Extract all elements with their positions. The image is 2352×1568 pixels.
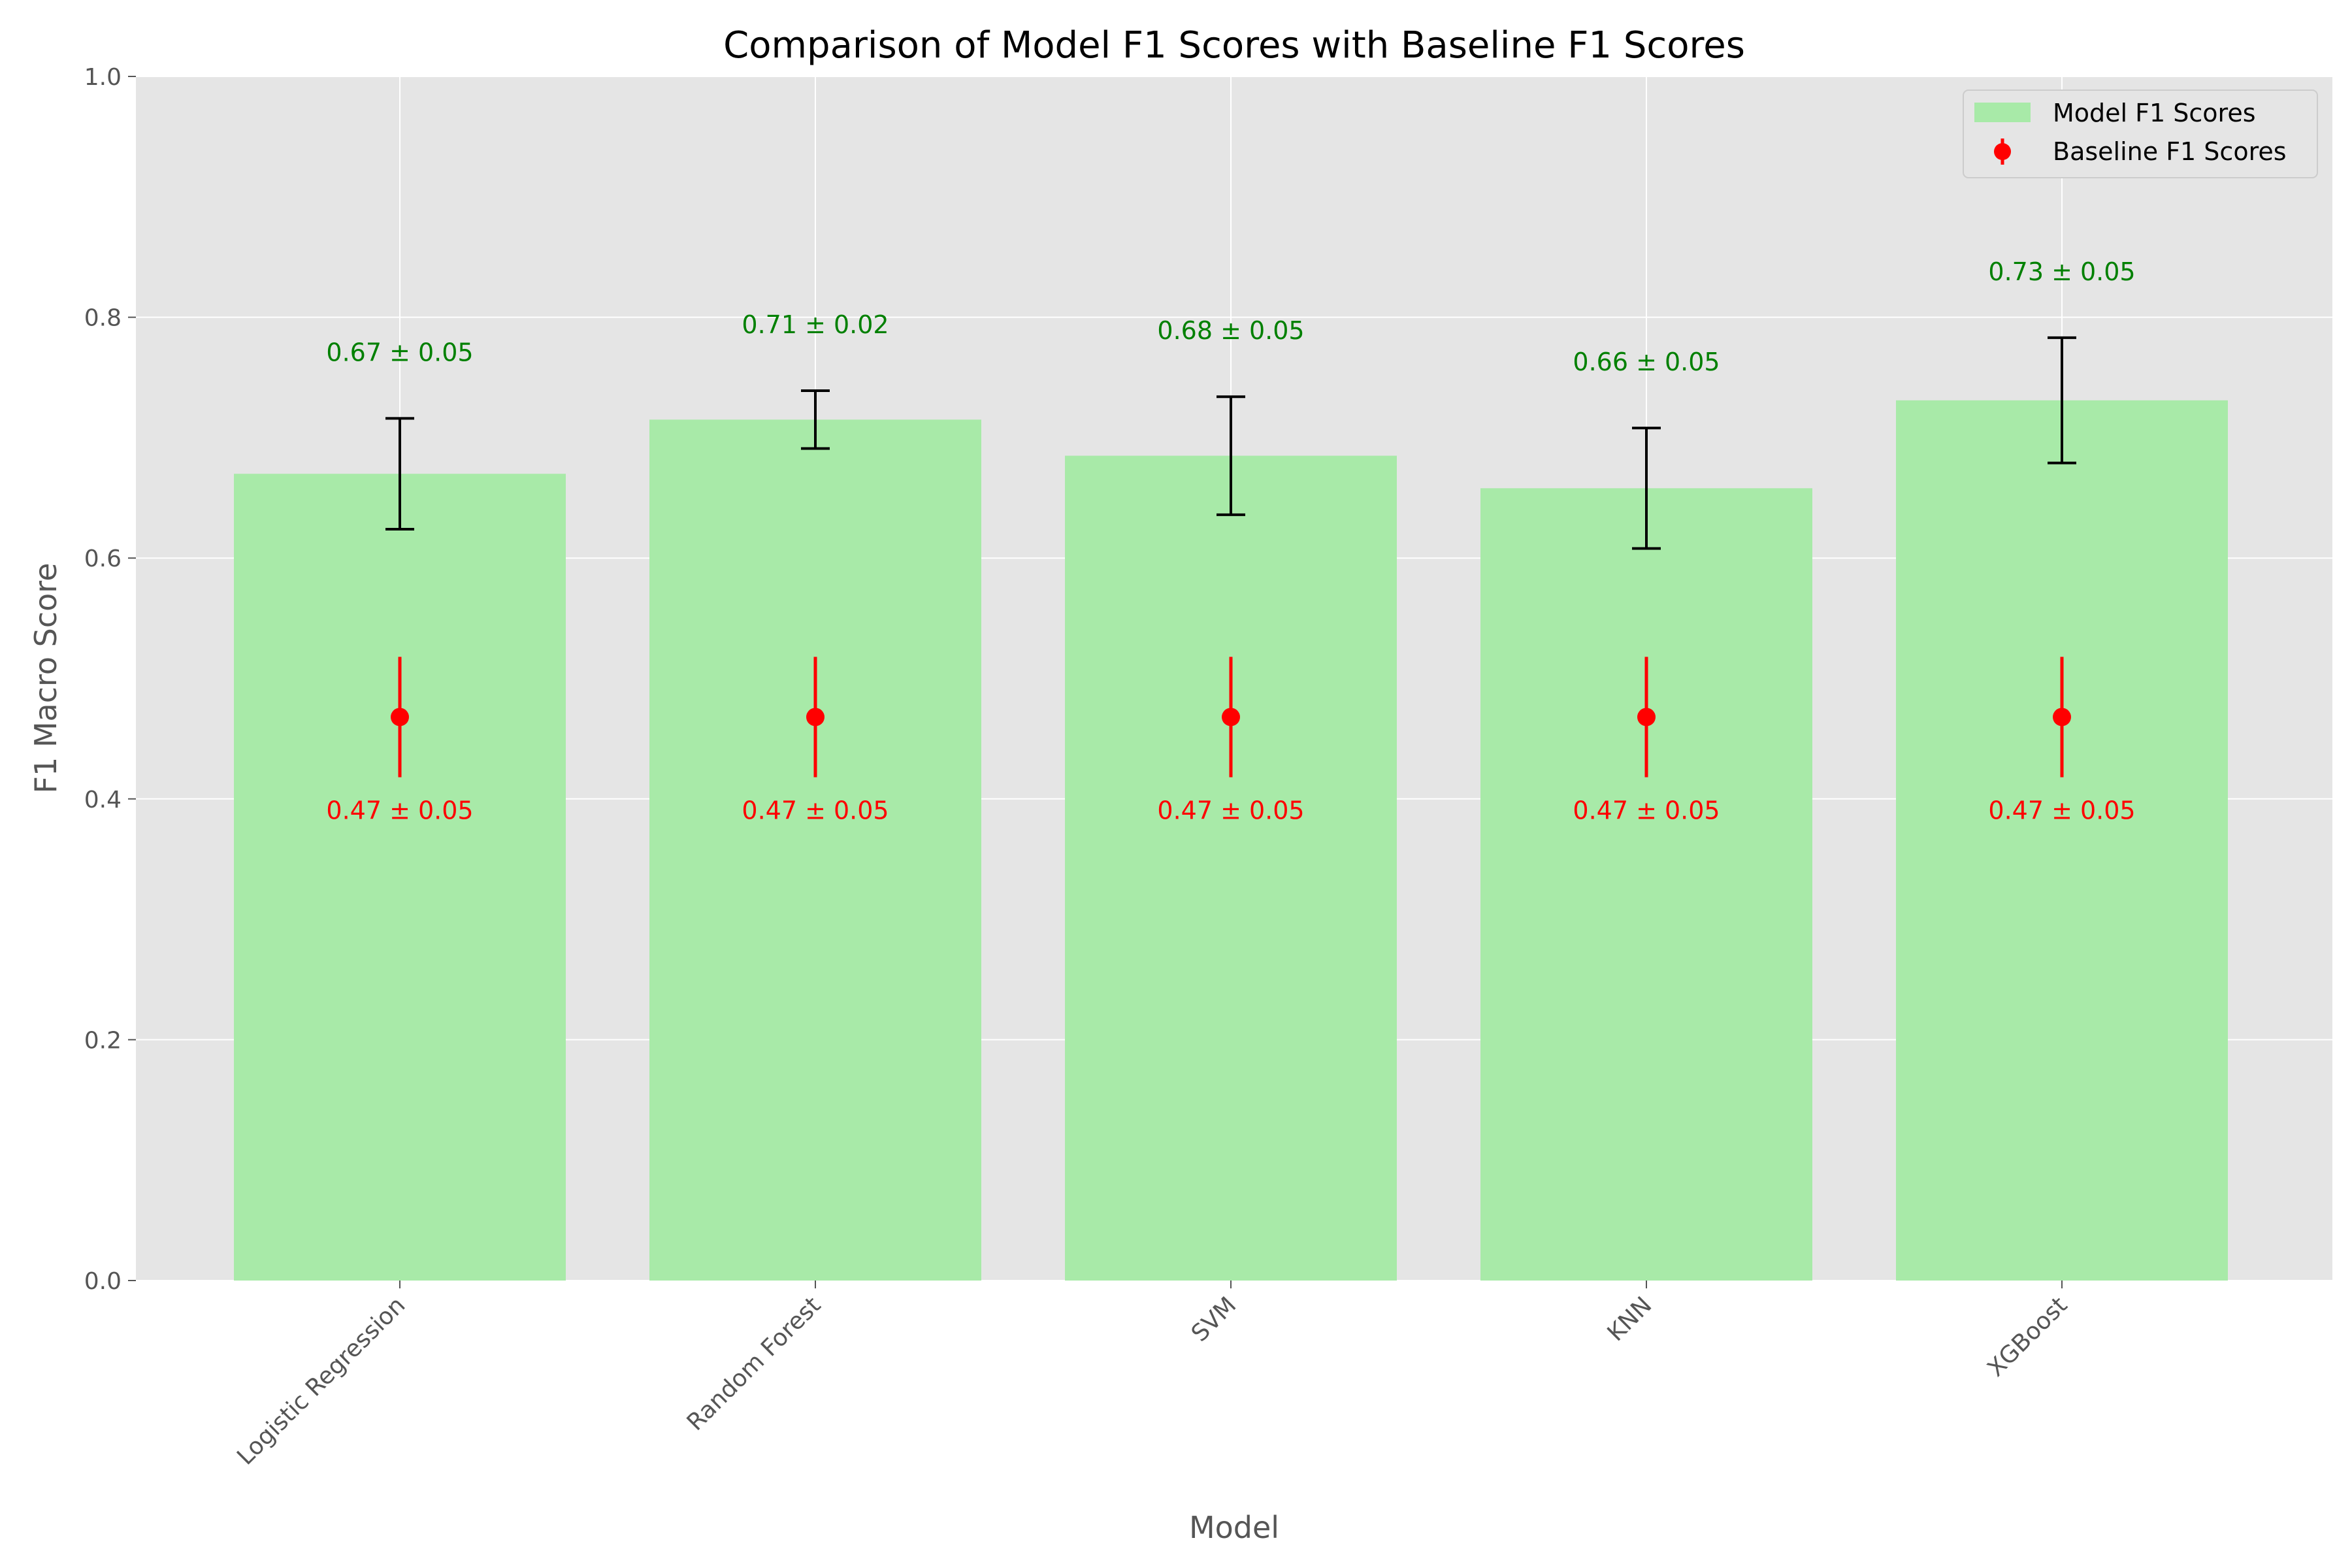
legend-label-baseline: Baseline F1 Scores	[2053, 137, 2287, 166]
baseline-f1-data-label: 0.47 ± 0.05	[742, 796, 889, 825]
x-axis-label: Model	[1189, 1510, 1279, 1545]
bar-model-f1	[649, 419, 981, 1281]
y-tick-label: 0.6	[84, 546, 122, 572]
error-bars	[385, 336, 2076, 777]
bars	[234, 400, 2228, 1281]
baseline-f1-data-label: 0.47 ± 0.05	[1157, 796, 1304, 825]
baseline-f1-point	[2053, 708, 2071, 727]
chart-title: Comparison of Model F1 Scores with Basel…	[723, 24, 1745, 67]
model-f1-data-label: 0.71 ± 0.02	[742, 310, 889, 339]
legend-swatch-baseline-marker	[1994, 143, 2011, 160]
baseline-f1-data-label: 0.47 ± 0.05	[1988, 796, 2135, 825]
y-tick-label: 0.2	[84, 1027, 122, 1054]
baseline-f1-point	[1222, 708, 1240, 727]
y-tick-label: 0.8	[84, 305, 122, 332]
model-f1-data-label: 0.73 ± 0.05	[1988, 257, 2135, 286]
bar-model-f1	[1065, 455, 1397, 1281]
y-axis-label: F1 Macro Score	[28, 563, 63, 793]
x-tick-label: Random Forest	[682, 1292, 826, 1436]
legend-label-model: Model F1 Scores	[2053, 99, 2256, 127]
x-tick-label: Logistic Regression	[232, 1292, 410, 1470]
baseline-f1-data-label: 0.47 ± 0.05	[326, 796, 473, 825]
baseline-f1-point	[806, 708, 825, 727]
legend-box	[1963, 90, 2318, 178]
x-tick-label: XGBoost	[1982, 1292, 2072, 1382]
model-f1-data-label: 0.67 ± 0.05	[326, 338, 473, 367]
bar-model-f1	[1896, 400, 2228, 1281]
model-f1-data-label: 0.68 ± 0.05	[1157, 316, 1304, 345]
y-tick-label: 0.4	[84, 787, 122, 813]
bar-model-f1	[1480, 488, 1812, 1281]
bar-model-f1	[234, 474, 566, 1281]
x-tick-label: SVM	[1186, 1292, 1242, 1347]
value-labels: 0.67 ± 0.05 0.71 ± 0.02 0.68 ± 0.05 0.66 ± …	[326, 257, 2135, 825]
baseline-f1-point	[1637, 708, 1656, 727]
baseline-f1-point	[391, 708, 409, 727]
model-f1-data-label: 0.66 ± 0.05	[1573, 348, 1720, 376]
legend-swatch-model	[1974, 103, 2031, 122]
y-tick-label: 0.0	[84, 1268, 122, 1295]
x-tick-label: KNN	[1603, 1292, 1658, 1347]
baseline-f1-data-label: 0.47 ± 0.05	[1573, 796, 1720, 825]
legend: Model F1 Scores Baseline F1 Scores	[1963, 90, 2318, 178]
y-tick-label: 1.0	[84, 64, 122, 91]
